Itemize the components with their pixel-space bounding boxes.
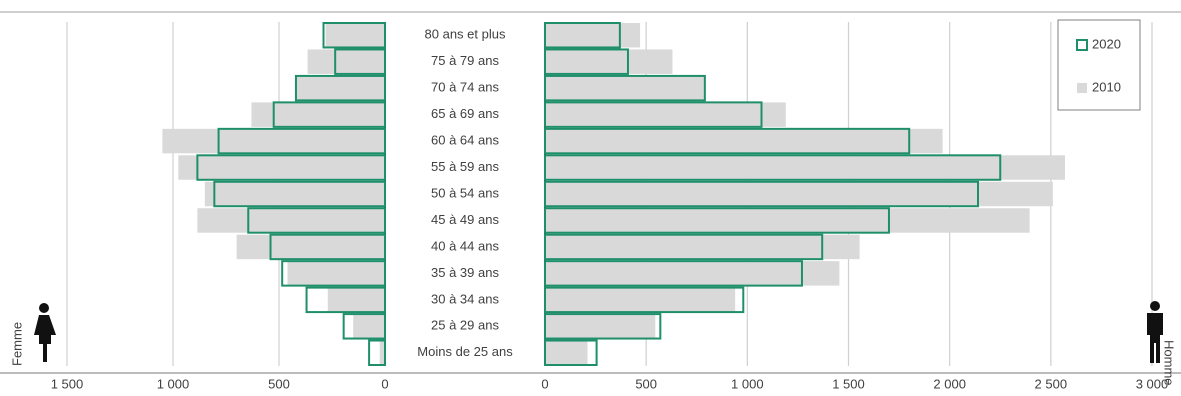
category-label: 45 à 49 ans (431, 212, 499, 227)
bar (545, 287, 736, 313)
x-tick-label: 0 (381, 376, 388, 391)
bar (545, 234, 860, 260)
bar (281, 260, 386, 287)
bar (545, 102, 786, 127)
bar (204, 181, 385, 207)
x-tick-label: 1 500 (832, 376, 865, 391)
bar (544, 233, 824, 261)
female-icon (34, 303, 56, 362)
labels: 0 500 1 000 1 500 0 500 1 000 1 500 2 000 2 500 3 … (51, 27, 1169, 392)
bar (162, 128, 385, 154)
x-tick-label: 500 (635, 376, 657, 391)
category-label: 75 à 79 ans (431, 53, 499, 68)
x-tick-label: 2 000 (933, 376, 966, 391)
category-label: 25 à 29 ans (431, 318, 499, 333)
bar (213, 180, 386, 208)
category-label: 60 à 64 ans (431, 133, 499, 148)
bar (196, 154, 386, 181)
bar (294, 74, 386, 102)
bar (353, 314, 385, 339)
bar (342, 313, 387, 340)
bar (545, 181, 1053, 207)
legend-swatch (1076, 39, 1088, 51)
bar (322, 22, 386, 49)
panel-label: Homme (1162, 340, 1177, 386)
category-label: 30 à 34 ans (431, 291, 499, 306)
legend-label: 2020 (1092, 36, 1121, 51)
x-tick-label: 1 000 (731, 376, 764, 391)
bar (236, 234, 385, 260)
x-tick-label: 1 500 (51, 376, 84, 391)
bar (544, 74, 706, 102)
bar (544, 48, 629, 75)
bar (325, 23, 385, 48)
bar (295, 75, 385, 101)
bar (544, 101, 763, 128)
bar (544, 207, 890, 234)
bar (178, 155, 385, 180)
bar (545, 128, 943, 154)
bar (545, 208, 1030, 233)
bar (545, 23, 641, 48)
bar (544, 127, 911, 155)
category-label: 70 à 74 ans (431, 80, 499, 95)
x-tick-label: 3 000 (1136, 376, 1169, 391)
bar (544, 154, 1002, 181)
bar (544, 180, 979, 208)
bar (307, 49, 385, 74)
bar (287, 261, 385, 286)
bars (162, 22, 1065, 366)
category-label: Moins de 25 ans (417, 344, 513, 359)
bar (197, 208, 385, 233)
bar (545, 340, 588, 365)
bar (545, 261, 840, 286)
category-label: 65 à 69 ans (431, 106, 499, 121)
bar (305, 286, 386, 314)
x-tick-label: 0 (541, 376, 548, 391)
legend-swatch (1077, 83, 1087, 93)
bar (545, 155, 1065, 180)
bar (251, 102, 385, 127)
bar (247, 207, 386, 234)
category-label: 55 à 59 ans (431, 159, 499, 174)
bar (544, 313, 662, 340)
bar (272, 101, 387, 128)
bar (545, 314, 656, 339)
x-tick-label: 500 (268, 376, 290, 391)
bar (379, 340, 385, 365)
legend-box (1057, 19, 1141, 111)
male-icon (1147, 301, 1163, 363)
category-label: 80 ans et plus (425, 27, 506, 42)
x-tick-label: 1 000 (157, 376, 190, 391)
bar (545, 49, 673, 74)
category-label: 40 à 44 ans (431, 238, 499, 253)
bar (544, 260, 803, 287)
bar (334, 48, 386, 75)
panel-label: Femme (9, 322, 24, 366)
bar (368, 339, 387, 366)
bar (217, 127, 386, 155)
bar (269, 233, 386, 261)
x-tick-label: 2 500 (1035, 376, 1068, 391)
category-label: 35 à 39 ans (431, 265, 499, 280)
bar (544, 339, 598, 366)
bar (544, 286, 745, 314)
legend-label: 2010 (1092, 79, 1121, 94)
bar (544, 22, 621, 49)
category-label: 50 à 54 ans (431, 185, 499, 200)
bar (545, 75, 705, 101)
bar (327, 287, 385, 313)
